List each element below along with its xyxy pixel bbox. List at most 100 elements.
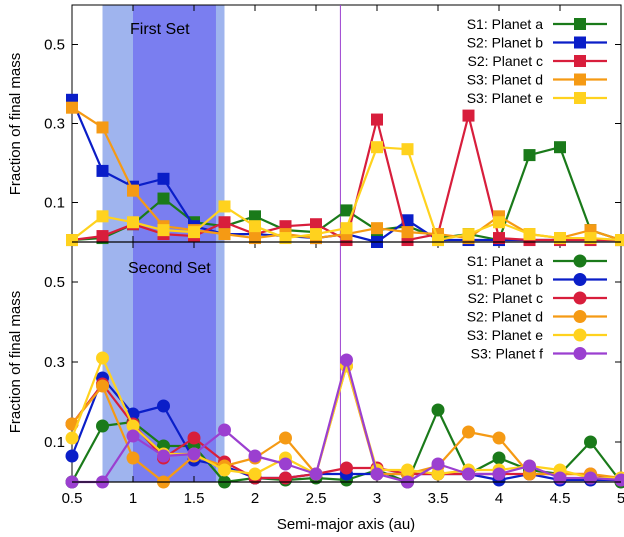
- data-point: [371, 141, 383, 154]
- data-point: [553, 471, 567, 485]
- data-point: [279, 471, 292, 485]
- y-tick-label: 0.5: [44, 274, 65, 291]
- data-point: [96, 121, 109, 134]
- data-point: [401, 226, 414, 239]
- x-tick-label: 1: [129, 490, 137, 507]
- data-point: [218, 423, 231, 437]
- data-point: [340, 461, 353, 475]
- shaded-band-2: [133, 5, 216, 482]
- data-point: [340, 204, 353, 217]
- data-point: [127, 184, 139, 197]
- legend-marker: [574, 92, 586, 104]
- data-point: [584, 471, 597, 485]
- series-layer: [65, 93, 624, 489]
- legend-label: S3: Planet e: [467, 327, 543, 343]
- axes-frame: 0.1 0.3 0.5 0.1 0.3 0.5 0.5 1 1.5 2 2.5 3 3.5 4 4.5 5: [44, 4, 624, 507]
- data-point: [523, 459, 536, 473]
- data-point: [96, 230, 109, 243]
- panel-title-first: First Set: [130, 21, 190, 38]
- data-point: [279, 457, 292, 471]
- x-tick-label: 2: [251, 490, 259, 507]
- legend-marker: [573, 291, 587, 305]
- data-point: [371, 222, 383, 235]
- data-point: [126, 429, 140, 443]
- y-tick-label: 0.1: [44, 195, 65, 212]
- y-tick-label: 0.3: [44, 354, 65, 371]
- data-point: [431, 403, 445, 417]
- data-point: [157, 172, 170, 185]
- data-point: [279, 431, 292, 445]
- legend-marker: [573, 310, 587, 323]
- data-point: [187, 447, 201, 461]
- legend-marker: [574, 55, 586, 67]
- data-point: [401, 143, 414, 156]
- data-point: [401, 463, 414, 477]
- data-point: [370, 467, 384, 481]
- data-point: [248, 467, 262, 481]
- x-tick-label: 2.5: [306, 490, 327, 507]
- data-point: [187, 431, 201, 445]
- data-point: [492, 467, 506, 481]
- legend-marker: [573, 328, 587, 342]
- data-point: [614, 473, 624, 487]
- data-point: [218, 200, 231, 213]
- data-point: [66, 101, 78, 114]
- x-tick-label: 3.5: [428, 490, 449, 507]
- data-point: [157, 449, 170, 463]
- data-point: [157, 399, 170, 413]
- data-point: [431, 467, 445, 481]
- data-point: [492, 451, 506, 465]
- legend-marker: [574, 36, 586, 49]
- legend-label: S1: Planet b: [467, 272, 543, 288]
- data-point: [157, 224, 170, 237]
- legend-marker: [573, 273, 587, 286]
- data-point: [218, 216, 231, 229]
- data-point: [279, 232, 292, 245]
- data-point: [432, 234, 444, 247]
- data-point: [462, 467, 475, 481]
- legend-label: S2: Planet b: [467, 35, 543, 51]
- data-point: [218, 463, 231, 477]
- data-point: [493, 216, 505, 229]
- data-point: [188, 226, 200, 239]
- data-point: [126, 419, 140, 433]
- legend-marker: [574, 73, 586, 86]
- data-point: [340, 222, 353, 235]
- data-point: [462, 425, 475, 439]
- data-point: [218, 228, 231, 241]
- data-point: [65, 449, 79, 463]
- data-point: [615, 234, 624, 247]
- legend-label: S3: Planet d: [467, 72, 543, 88]
- x-tick-label: 5: [617, 490, 624, 507]
- x-axis-title: Semi-major axis (au): [277, 516, 415, 533]
- data-point: [249, 210, 261, 223]
- legend-label: S2: Planet c: [468, 290, 544, 306]
- legend-label: S3: Planet e: [467, 90, 543, 106]
- x-tick-label: 1.5: [184, 490, 205, 507]
- legend-marker: [573, 254, 587, 268]
- data-point: [554, 232, 566, 245]
- data-point: [310, 218, 322, 231]
- data-point: [96, 419, 109, 433]
- panel-title-second: Second Set: [128, 260, 211, 277]
- data-point: [431, 457, 445, 471]
- data-point: [340, 353, 353, 367]
- x-tick-label: 3: [373, 490, 381, 507]
- legend-label: S3: Planet f: [471, 346, 543, 362]
- series-1-5: [66, 141, 624, 247]
- data-point: [584, 232, 597, 245]
- data-point: [248, 449, 262, 463]
- data-point: [462, 109, 475, 122]
- legend-marker: [573, 347, 587, 360]
- data-point: [126, 451, 140, 465]
- data-point: [492, 431, 506, 445]
- data-point: [96, 379, 109, 393]
- data-point: [309, 467, 323, 481]
- legend-label: S1: Planet a: [467, 16, 543, 32]
- legend-marker: [574, 18, 586, 30]
- x-tick-label: 0.5: [62, 490, 83, 507]
- data-point: [310, 228, 322, 241]
- data-point: [523, 228, 536, 241]
- data-point: [401, 214, 414, 227]
- data-point: [249, 232, 261, 245]
